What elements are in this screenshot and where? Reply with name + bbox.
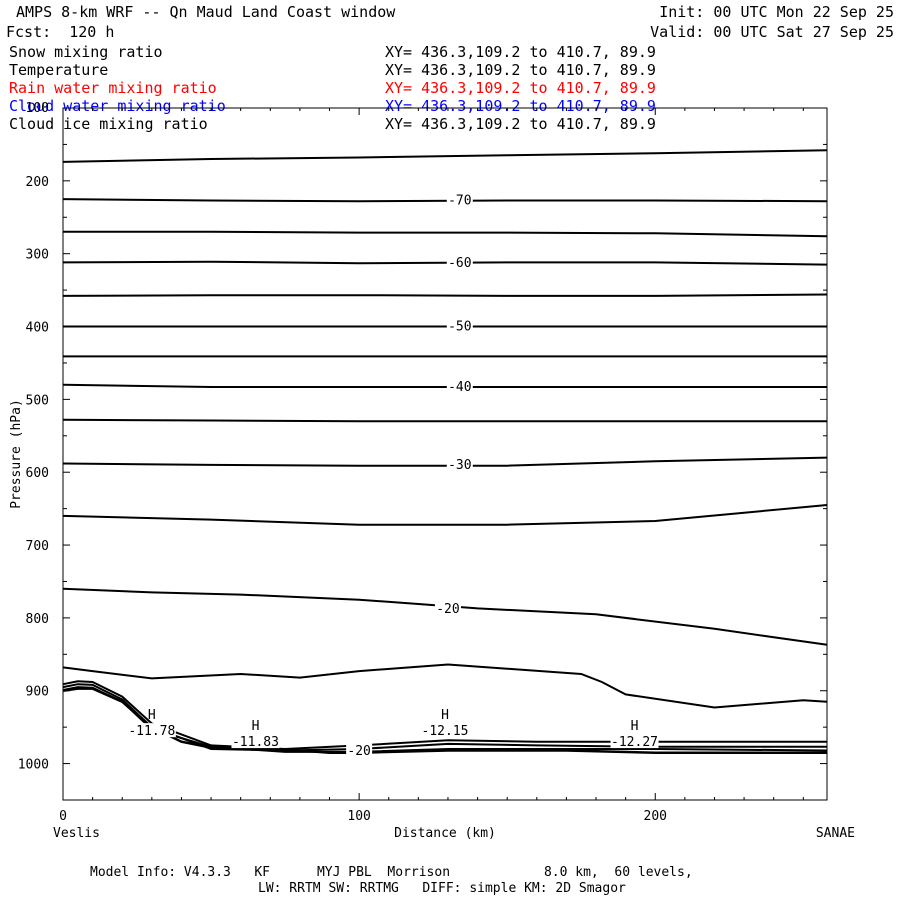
- y-axis-label: Pressure (hPa): [9, 399, 24, 509]
- y-tick-label: 300: [26, 248, 49, 263]
- contour-label: -20: [436, 602, 459, 617]
- high-value: -12.15: [422, 724, 469, 739]
- isotherm-line: [62, 587, 828, 646]
- contour-label-bg: [446, 318, 473, 333]
- high-value-bg: [127, 723, 176, 738]
- init-time: Init: 00 UTC Mon 22 Sep 25: [659, 3, 894, 21]
- isotherm-line: [62, 383, 827, 388]
- plot-title: AMPS 8-km WRF -- Qn Maud Land Coast wind…: [16, 3, 396, 21]
- high-value: -11.78: [128, 724, 175, 739]
- isotherm-line: [62, 504, 828, 526]
- x-endpoint-left: Veslis: [53, 826, 100, 841]
- isotherm-line: [62, 418, 827, 423]
- contour-label-bg: [434, 601, 461, 616]
- isotherm-line: [63, 230, 828, 238]
- y-tick-label: 600: [26, 466, 49, 481]
- contour-label-bg: [446, 255, 473, 270]
- high-value-bg: [610, 734, 659, 749]
- field-name-1: Temperature: [9, 61, 109, 79]
- x-tick-label: 0: [59, 809, 67, 824]
- high-value-bg: [231, 734, 280, 749]
- isotherm-line: [62, 663, 828, 709]
- valid-time: Valid: 00 UTC Sat 27 Sep 25: [650, 23, 894, 41]
- contour-label-bg: [446, 192, 473, 207]
- isotherm-line: [62, 293, 828, 297]
- x-axis-label: Distance (km): [394, 826, 496, 841]
- y-tick-label: 700: [26, 539, 49, 554]
- high-marker: H: [631, 719, 639, 734]
- high-value-bg: [421, 723, 469, 738]
- isotherm-line: [62, 260, 828, 266]
- contour-label: -60: [448, 256, 471, 271]
- x-tick-label: 200: [644, 809, 667, 824]
- isotherm-line: [62, 149, 828, 163]
- field-xy-0: XY= 436.3,109.2 to 410.7, 89.9: [385, 43, 656, 61]
- y-tick-label: 900: [26, 685, 49, 700]
- contour-label-bg: [346, 743, 373, 758]
- field-xy-3: XY= 436.3,109.2 to 410.7, 89.9: [385, 97, 656, 115]
- high-value: -11.83: [232, 735, 279, 750]
- y-tick-label: 100: [26, 101, 49, 116]
- high-value: -12.27: [611, 735, 658, 750]
- x-tick-label: 100: [347, 809, 370, 824]
- high-marker: H: [441, 708, 449, 723]
- isotherm-line: [62, 456, 828, 467]
- y-tick-label: 400: [26, 321, 49, 336]
- field-name-3: Cloud water mixing ratio: [9, 97, 226, 115]
- isotherm-line: [62, 198, 828, 203]
- y-tick-label: 200: [26, 175, 49, 190]
- field-xy-1: XY= 436.3,109.2 to 410.7, 89.9: [385, 61, 656, 79]
- y-tick-label: 800: [26, 612, 49, 627]
- plot-frame: [62, 107, 828, 801]
- high-marker: H: [252, 719, 260, 734]
- high-marker: H: [148, 708, 156, 723]
- field-name-4: Cloud ice mixing ratio: [9, 115, 208, 133]
- contour-label: -50: [448, 320, 471, 335]
- contour-label: -20: [347, 744, 370, 759]
- forecast-hour: Fcst: 120 h: [6, 23, 115, 41]
- field-name-2: Rain water mixing ratio: [9, 79, 217, 97]
- y-tick-label: 1000: [18, 758, 49, 773]
- field-xy-2: XY= 436.3,109.2 to 410.7, 89.9: [385, 79, 656, 97]
- contour-label: -30: [448, 458, 471, 473]
- x-endpoint-right: SANAE: [816, 826, 855, 841]
- contour-label: -40: [448, 380, 471, 395]
- contour-label-bg: [446, 378, 473, 393]
- field-name-0: Snow mixing ratio: [9, 43, 163, 61]
- model-info-line2: LW: RRTM SW: RRTMG DIFF: simple KM: 2D S…: [258, 881, 626, 896]
- terrain-line: [62, 687, 827, 754]
- field-xy-4: XY= 436.3,109.2 to 410.7, 89.9: [385, 115, 656, 133]
- model-info-line1: Model Info: V4.3.3 KF MYJ PBL Morrison 8…: [90, 865, 693, 880]
- y-tick-label: 500: [26, 393, 49, 408]
- contour-label-bg: [446, 456, 473, 471]
- contour-label: -70: [448, 194, 471, 209]
